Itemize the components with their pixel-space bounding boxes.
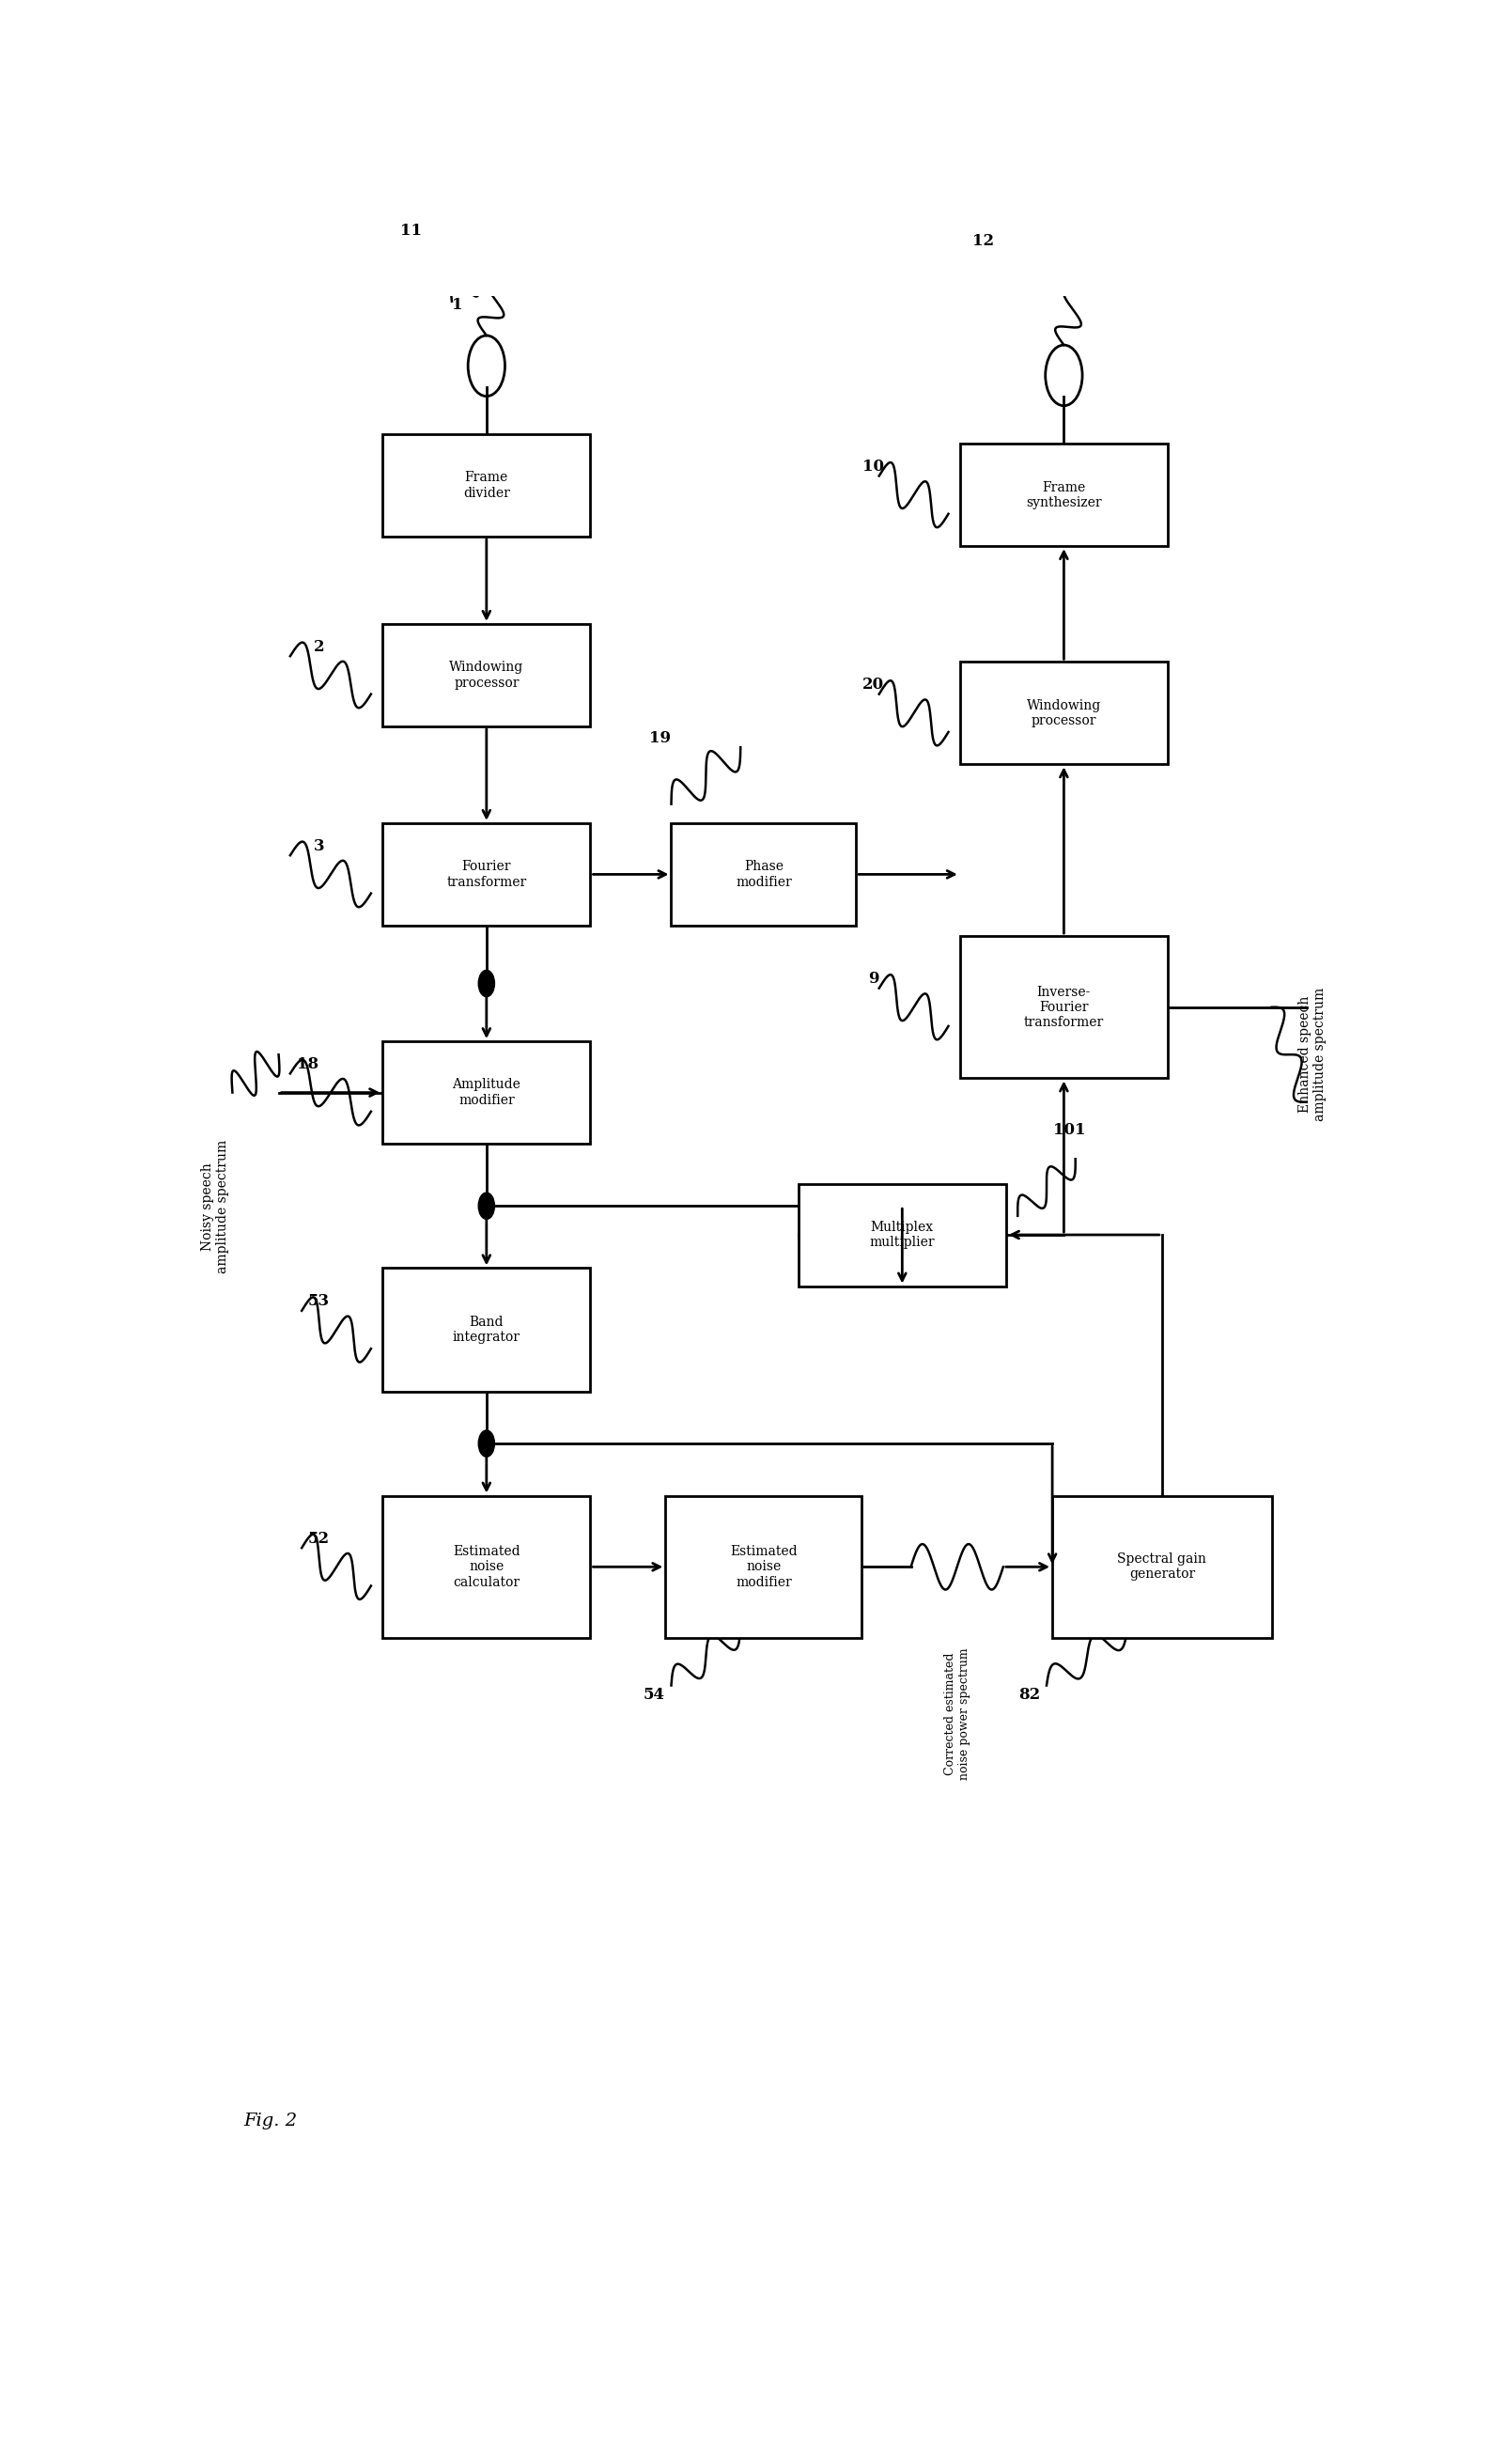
- Text: 11: 11: [401, 224, 422, 239]
- FancyBboxPatch shape: [383, 1496, 590, 1639]
- Text: 52: 52: [308, 1530, 329, 1547]
- FancyBboxPatch shape: [1052, 1496, 1272, 1639]
- Text: Fig. 2: Fig. 2: [244, 2112, 298, 2129]
- Text: 10: 10: [863, 458, 884, 476]
- Text: Estimated
noise
calculator: Estimated noise calculator: [453, 1545, 520, 1589]
- FancyBboxPatch shape: [666, 1496, 861, 1639]
- Text: 19: 19: [648, 729, 670, 747]
- Text: Phase
modifier: Phase modifier: [736, 860, 791, 890]
- Text: Estimated
noise
modifier: Estimated noise modifier: [730, 1545, 797, 1589]
- Circle shape: [478, 1429, 495, 1456]
- Text: Windowing
processor: Windowing processor: [450, 660, 523, 690]
- Text: 82: 82: [1018, 1688, 1040, 1703]
- Text: Spectral gain
generator: Spectral gain generator: [1118, 1552, 1207, 1582]
- Circle shape: [478, 1193, 495, 1220]
- Text: 3: 3: [313, 838, 325, 855]
- Text: 2: 2: [313, 638, 325, 655]
- Text: Fourier
transformer: Fourier transformer: [447, 860, 526, 890]
- Text: 101: 101: [1053, 1124, 1086, 1138]
- Text: 1: 1: [451, 298, 463, 313]
- Text: Frame
divider: Frame divider: [463, 471, 510, 500]
- FancyBboxPatch shape: [799, 1183, 1006, 1286]
- FancyBboxPatch shape: [383, 823, 590, 926]
- Text: Enhanced speech
amplitude spectrum: Enhanced speech amplitude spectrum: [1298, 988, 1326, 1121]
- Text: Frame
synthesizer: Frame synthesizer: [1027, 480, 1101, 510]
- FancyBboxPatch shape: [960, 936, 1168, 1079]
- FancyBboxPatch shape: [383, 434, 590, 537]
- FancyBboxPatch shape: [383, 1042, 590, 1143]
- FancyBboxPatch shape: [960, 444, 1168, 547]
- Text: 53: 53: [308, 1294, 329, 1308]
- Text: Band
integrator: Band integrator: [453, 1316, 520, 1343]
- Text: 12: 12: [971, 232, 994, 249]
- Text: Windowing
processor: Windowing processor: [1027, 700, 1101, 727]
- FancyBboxPatch shape: [670, 823, 855, 926]
- Text: Amplitude
modifier: Amplitude modifier: [453, 1079, 520, 1106]
- Text: Inverse-
Fourier
transformer: Inverse- Fourier transformer: [1024, 986, 1104, 1030]
- FancyBboxPatch shape: [960, 663, 1168, 764]
- Text: 54: 54: [644, 1688, 665, 1703]
- Text: Noisy speech
amplitude spectrum: Noisy speech amplitude spectrum: [201, 1138, 229, 1274]
- Text: 20: 20: [863, 678, 884, 692]
- FancyBboxPatch shape: [383, 1269, 590, 1392]
- FancyBboxPatch shape: [383, 623, 590, 727]
- Circle shape: [478, 971, 495, 998]
- Text: Multiplex
multiplier: Multiplex multiplier: [870, 1220, 934, 1249]
- Text: Corrected estimated
noise power spectrum: Corrected estimated noise power spectrum: [943, 1648, 970, 1779]
- Text: 9: 9: [867, 971, 879, 986]
- Text: 18: 18: [297, 1057, 319, 1072]
